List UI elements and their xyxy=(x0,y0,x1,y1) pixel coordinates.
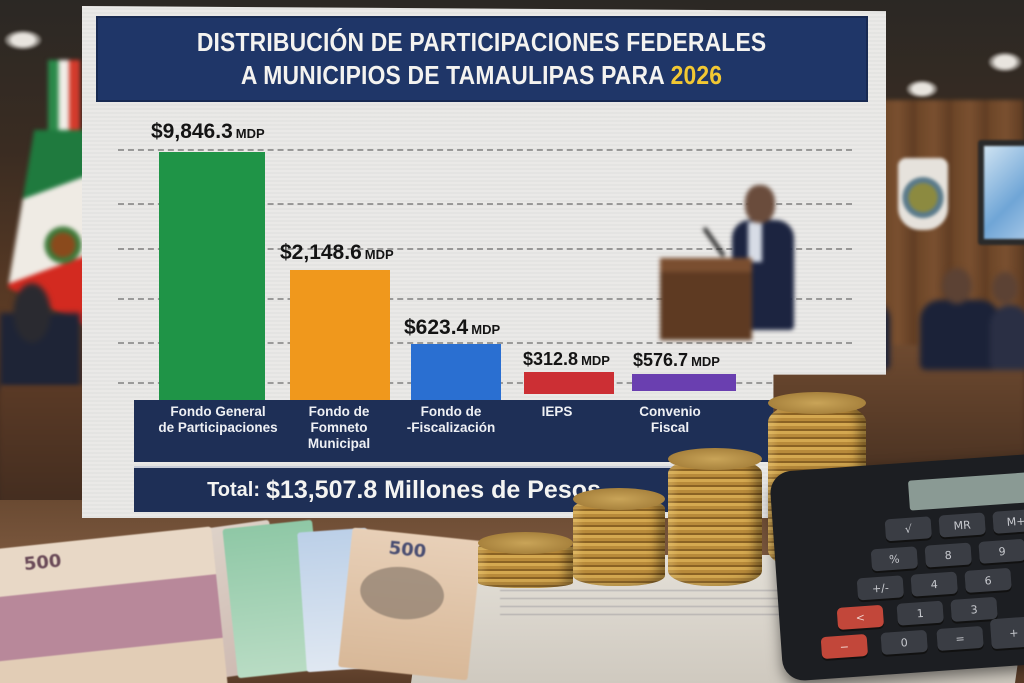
bar-value-label: $2,148.6 MDP xyxy=(280,241,394,264)
gridline xyxy=(118,203,852,205)
title-line-2: A MUNICIPIOS DE TAMAULIPAS PARA 2026 xyxy=(241,59,722,92)
category-label: Convenio Fiscal xyxy=(639,404,701,435)
gridline xyxy=(118,298,852,300)
title-year: 2026 xyxy=(671,60,723,90)
title-banner: DISTRIBUCIÓN DE PARTICIPACIONES FEDERALE… xyxy=(96,16,868,102)
calc-key: MR xyxy=(938,512,986,538)
ceiling-light xyxy=(988,52,1022,72)
category-label: Fondo General de Participaciones xyxy=(158,404,278,435)
bar-value-label: $9,846.3 MDP xyxy=(151,120,265,143)
microphone-icon xyxy=(702,226,726,258)
total-value: $13,507.8 Millones de Pesos xyxy=(266,475,601,504)
banknote-500: 500 xyxy=(338,527,482,681)
gridline xyxy=(118,248,852,250)
category-axis-band: Fondo General de Participaciones Fondo d… xyxy=(134,400,774,462)
calc-key: + xyxy=(989,616,1024,650)
calc-key: 4 xyxy=(910,571,958,597)
bar-ieps xyxy=(524,372,614,394)
bar-fondo-fomento-municipal xyxy=(290,270,390,400)
bar-fondo-general xyxy=(159,152,265,400)
coin-stack-1 xyxy=(478,532,573,588)
calc-key: 0 xyxy=(880,629,928,655)
wall-monitor xyxy=(978,140,1024,245)
calc-key: 3 xyxy=(950,596,998,622)
infographic-poster: DISTRIBUCIÓN DE PARTICIPACIONES FEDERALE… xyxy=(82,6,886,518)
bar-value-label: $312.8 MDP xyxy=(523,349,610,369)
bar-value-label: $576.7 MDP xyxy=(633,350,720,370)
gridline xyxy=(118,342,852,344)
bar-value-label: $623.4 MDP xyxy=(404,316,501,339)
calc-key: % xyxy=(870,546,919,572)
calc-key: +/- xyxy=(856,575,905,601)
calculator: √ MR M+ % 8 9 +/- 4 6 < 1 3 − 0 = + xyxy=(769,452,1024,682)
calc-key: 9 xyxy=(978,538,1024,564)
ceiling-light xyxy=(906,80,938,98)
category-label: Fondo de Fomneto Municipal xyxy=(307,404,371,451)
category-label: IEPS xyxy=(541,404,573,419)
banknote-500: 500 xyxy=(0,526,228,683)
title-line-1: DISTRIBUCIÓN DE PARTICIPACIONES FEDERALE… xyxy=(197,27,767,57)
ceiling-light xyxy=(4,30,42,50)
calc-key: 6 xyxy=(964,567,1012,593)
calc-key: 1 xyxy=(896,600,944,626)
bar-convenio-fiscal xyxy=(632,374,736,391)
calculator-display xyxy=(907,470,1024,511)
calc-key: 8 xyxy=(924,542,972,568)
calc-key: √ xyxy=(884,516,933,542)
banknotes: 500 500 xyxy=(0,519,482,683)
title-line-2-prefix: A MUNICIPIOS DE TAMAULIPAS PARA xyxy=(241,60,665,90)
category-label: Fondo de -Fiscalización xyxy=(406,404,496,435)
calc-key-red: < xyxy=(836,604,885,630)
coin-stack-2 xyxy=(573,488,665,586)
bar-fondo-fiscalizacion xyxy=(411,344,501,400)
seated-person-left xyxy=(0,280,80,390)
speaker-at-podium xyxy=(650,180,794,340)
gridline xyxy=(118,149,852,151)
coin-stack-3 xyxy=(668,448,762,586)
tamaulipas-crest-icon xyxy=(898,158,948,230)
calc-key-red: − xyxy=(820,633,869,660)
podium xyxy=(660,258,752,340)
calc-key: M+ xyxy=(992,508,1024,534)
calc-key: = xyxy=(936,625,984,652)
total-prefix: Total: xyxy=(207,478,261,501)
